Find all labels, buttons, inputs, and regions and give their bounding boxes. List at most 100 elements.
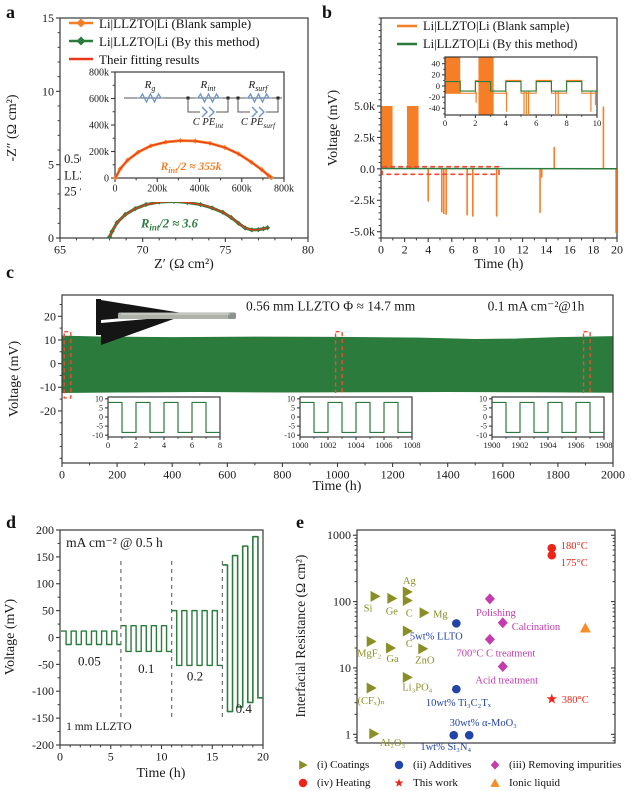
panel-label-b: b: [322, 2, 333, 22]
svg-text:80: 80: [302, 242, 314, 256]
svg-text:600k: 600k: [89, 94, 109, 105]
svg-text:1906: 1906: [568, 440, 585, 450]
svg-text:10: 10: [42, 84, 54, 98]
circle-marker-icon: [394, 760, 404, 770]
svg-text:10: 10: [479, 394, 487, 403]
svg-text:ZnO: ZnO: [415, 656, 435, 667]
svg-text:18: 18: [587, 242, 599, 256]
panel-c-chart: 0 200 400 600 800 1000 1200 1400 1600 1800 2000-20…: [7, 294, 625, 494]
svg-text:0.05: 0.05: [78, 653, 101, 668]
svg-text:-100: -100: [32, 684, 54, 698]
dline-marker-icon: [69, 18, 93, 28]
legend-label: (iv) Heating: [317, 776, 371, 789]
svg-text:75: 75: [219, 242, 231, 256]
panel-a_inset-chart: 0 200k 400k 600k 800k 0 200k 400k 600k 800k C PEin…: [81, 66, 294, 202]
svg-text:5: 5: [108, 749, 114, 763]
svg-text:1004: 1004: [348, 440, 366, 450]
legend-label: Ionic liquid: [509, 776, 561, 789]
svg-text:1904: 1904: [540, 440, 558, 450]
svg-text:Al₂O₃: Al₂O₃: [380, 738, 406, 749]
legend-item: (i) Coatings: [294, 757, 390, 773]
svg-text:0: 0: [57, 749, 63, 763]
svg-text:Li₃PO₄: Li₃PO₄: [402, 682, 432, 693]
tri-right-marker-icon: [299, 760, 308, 770]
panel-e-chart: 1 10 100 1000 Interfacial Resistance (Ω cm²)…: [293, 528, 616, 753]
svg-text:1 mm LLZTO: 1 mm LLZTO: [66, 721, 132, 733]
svg-text:2: 2: [134, 440, 138, 450]
svg-text:C: C: [406, 639, 413, 650]
legend-label: Li|LLZTO|Li (Blank sample): [423, 18, 570, 33]
svg-text:20: 20: [257, 749, 269, 763]
svg-text:5.0k: 5.0k: [354, 99, 375, 113]
svg-text:0.1: 0.1: [138, 661, 154, 676]
svg-text:-10: -10: [92, 431, 103, 440]
svg-text:Rsurf: Rsurf: [247, 79, 269, 93]
svg-text:4: 4: [425, 242, 431, 256]
panel-b-legend: Li|LLZTO|Li (Blank sample) Li|LLZTO|Li (B…: [396, 17, 577, 53]
svg-text:-20: -20: [40, 404, 56, 418]
circle-marker-icon: [298, 778, 308, 788]
svg-text:2: 2: [402, 242, 408, 256]
svg-text:10: 10: [339, 661, 351, 675]
svg-text:8: 8: [218, 440, 222, 450]
svg-text:5: 5: [48, 158, 54, 172]
svg-text:-50: -50: [38, 657, 54, 671]
svg-text:-5: -5: [480, 422, 487, 431]
svg-text:1000: 1000: [292, 440, 309, 450]
panel-label-e: e: [296, 512, 304, 532]
svg-text:6: 6: [449, 242, 455, 256]
legend-item: Li|LLZTO|Li (By this method): [396, 35, 577, 53]
svg-text:2000: 2000: [601, 467, 625, 481]
svg-text:100: 100: [36, 577, 54, 591]
svg-text:-10: -10: [284, 431, 295, 440]
svg-text:200: 200: [36, 523, 54, 537]
legend-item: This work: [390, 775, 486, 791]
svg-text:-40: -40: [429, 103, 440, 113]
legend-item: Li|LLZTO|Li (By this method): [68, 32, 260, 50]
svg-text:0.0: 0.0: [360, 162, 375, 176]
line-marker-icon: [397, 24, 417, 28]
svg-text:mA cm⁻² @ 0.5 h: mA cm⁻² @ 0.5 h: [66, 535, 163, 550]
svg-text:5wt% LLTO: 5wt% LLTO: [410, 631, 463, 642]
svg-text:0: 0: [48, 630, 54, 644]
legend-label: This work: [413, 776, 458, 789]
svg-text:Voltage (mV): Voltage (mV): [3, 598, 18, 675]
svg-text:1: 1: [345, 727, 351, 741]
svg-text:10wt% Ti₃C₂Tₓ: 10wt% Ti₃C₂Tₓ: [426, 698, 492, 709]
svg-text:15: 15: [206, 749, 218, 763]
svg-text:0: 0: [50, 357, 56, 371]
svg-text:5: 5: [99, 404, 103, 413]
svg-text:15: 15: [42, 11, 54, 25]
legend-label: (ii) Additives: [413, 758, 472, 771]
line-marker-icon: [397, 42, 417, 46]
svg-text:10: 10: [287, 394, 295, 403]
svg-text:0: 0: [99, 413, 103, 422]
legend-label: Li|LLZTO|Li (Blank sample): [99, 15, 252, 31]
svg-text:Mg: Mg: [433, 610, 448, 621]
legend-item: Li|LLZTO|Li (Blank sample): [68, 14, 260, 32]
svg-text:1006: 1006: [376, 440, 393, 450]
svg-text:0: 0: [483, 413, 487, 422]
svg-text:Ge: Ge: [386, 606, 399, 617]
panel-a-legend: Li|LLZTO|Li (Blank sample) Li|LLZTO|Li (B…: [68, 14, 260, 68]
svg-text:-5: -5: [288, 422, 295, 431]
svg-text:C PEint: C PEint: [193, 117, 224, 130]
svg-text:380°C: 380°C: [562, 695, 589, 706]
svg-text:10: 10: [44, 333, 56, 347]
panel-label-c: c: [6, 262, 14, 282]
svg-text:1900: 1900: [484, 440, 501, 450]
svg-text:Ag: Ag: [403, 576, 417, 587]
svg-text:1wt% Si₃N₄: 1wt% Si₃N₄: [420, 742, 471, 753]
svg-text:Time (h): Time (h): [475, 257, 524, 272]
svg-text:14: 14: [540, 242, 552, 256]
line-marker-icon: [69, 57, 93, 61]
svg-text:Polishing: Polishing: [476, 608, 516, 619]
svg-text:8: 8: [564, 118, 568, 128]
svg-text:16: 16: [564, 242, 576, 256]
svg-text:-2.5k: -2.5k: [350, 193, 375, 207]
svg-text:-Z″ (Ω cm²): -Z″ (Ω cm²): [5, 94, 20, 161]
